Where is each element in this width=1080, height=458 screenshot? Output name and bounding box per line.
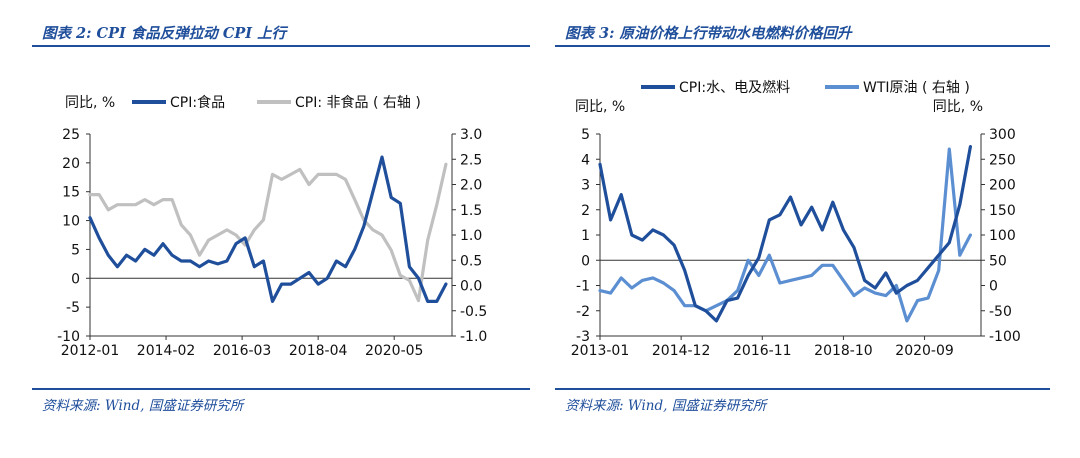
x-tick-label: 2018-04 xyxy=(289,343,348,359)
y-axis-unit-left: 同比, % xyxy=(65,95,115,111)
x-tick-label: 2020-05 xyxy=(365,343,424,359)
y-tick-label-left: 2 xyxy=(581,203,590,219)
y-tick-label-left: 0 xyxy=(581,253,590,269)
utility-oil-chart: -3 -2 -1 0 1 2 3 4 5 -100 -50 0 50 100 150 200 250 300 201… xyxy=(571,79,1021,359)
y-tick-label-left: -2 xyxy=(576,304,590,320)
title-rule xyxy=(32,45,530,47)
series-line-left-axis xyxy=(598,145,972,323)
x-tick-label: 2018-10 xyxy=(814,343,873,359)
y-tick-label-left: 25 xyxy=(62,127,80,143)
x-tick-label: 2014-02 xyxy=(137,343,196,359)
chart-panel-utility-oil: 图表 3: 原油价格上行带动水电燃料价格回升 -3 -2 -1 0 1 2 3 4 5 -100-… xyxy=(555,0,1065,458)
y-tick-label-left: 5 xyxy=(71,242,80,258)
chart-title: 图表 2: CPI 食品反弹拉动 CPI 上行 xyxy=(42,25,287,42)
y-tick-label-right: 3.0 xyxy=(460,127,482,143)
y-tick-label-right: -0.5 xyxy=(460,304,487,320)
y-tick-label-right: -50 xyxy=(989,304,1012,320)
chart-panel-food-cpi: 图表 2: CPI 食品反弹拉动 CPI 上行 -10 -5 0 5 10 15 20 25-… xyxy=(32,0,542,458)
y-tick-label-left: 15 xyxy=(62,185,80,201)
legend-label: CPI: 非食品 ( 右轴 ) xyxy=(295,94,421,111)
y-tick-label-right: 250 xyxy=(989,152,1016,168)
y-tick-label-left: 0 xyxy=(71,271,80,287)
y-tick-label-left: 1 xyxy=(581,228,590,244)
y-tick-label-right: 0 xyxy=(989,279,998,295)
y-tick-label-right: -100 xyxy=(989,329,1021,345)
series-line-right-axis xyxy=(598,147,972,323)
y-axis-unit-right: 同比, % xyxy=(933,99,983,115)
y-tick-label-right: 1.5 xyxy=(460,203,482,219)
legend-label: CPI:食品 xyxy=(170,94,225,111)
y-tick-label-left: 3 xyxy=(581,178,590,194)
title-rule xyxy=(555,45,1050,47)
source-note: 资料来源: Wind, 国盛证券研究所 xyxy=(565,398,767,414)
y-tick-label-right: -1.0 xyxy=(460,329,487,345)
y-tick-label-left: 4 xyxy=(581,152,590,168)
y-tick-label-right: 0.5 xyxy=(460,253,482,269)
y-tick-label-right: 2.5 xyxy=(460,152,482,168)
source-note: 资料来源: Wind, 国盛证券研究所 xyxy=(42,398,244,414)
food-cpi-chart: -10 -5 0 5 10 15 20 25 -1.0 -0.5 0.0 0.5 1.0 1.5 2.0 2.… xyxy=(57,94,487,359)
y-tick-label-left: -5 xyxy=(66,300,80,316)
y-tick-label-left: 20 xyxy=(62,156,80,172)
y-tick-label-right: 150 xyxy=(989,203,1016,219)
y-tick-label-right: 1.0 xyxy=(460,228,482,244)
y-tick-label-left: -10 xyxy=(57,329,80,345)
x-tick-label: 2016-11 xyxy=(733,343,792,359)
source-rule xyxy=(555,388,1050,390)
y-tick-label-right: 200 xyxy=(989,178,1016,194)
y-tick-label-left: -3 xyxy=(576,329,590,345)
x-tick-label: 2012-01 xyxy=(61,343,120,359)
y-tick-label-left: -1 xyxy=(576,279,590,295)
source-rule xyxy=(32,388,530,390)
chart-title: 图表 3: 原油价格上行带动水电燃料价格回升 xyxy=(565,25,852,42)
y-tick-label-right: 50 xyxy=(989,253,1007,269)
series-line-right-axis xyxy=(88,162,448,303)
x-tick-label: 2016-03 xyxy=(213,343,272,359)
series-line-left-axis xyxy=(88,155,448,303)
y-tick-label-right: 2.0 xyxy=(460,178,482,194)
y-tick-label-right: 300 xyxy=(989,127,1016,143)
x-tick-label: 2014-12 xyxy=(652,343,711,359)
legend-label: CPI:水、电及燃料 xyxy=(679,79,790,96)
x-tick-label: 2013-01 xyxy=(571,343,630,359)
y-tick-label-right: 0.0 xyxy=(460,279,482,295)
y-axis-unit-left: 同比, % xyxy=(575,99,625,115)
y-tick-label-left: 10 xyxy=(62,214,80,230)
legend-label: WTI原油 ( 右轴 ) xyxy=(863,80,970,96)
y-tick-label-right: 100 xyxy=(989,228,1016,244)
y-tick-label-left: 5 xyxy=(581,127,590,143)
x-tick-label: 2020-09 xyxy=(895,343,954,359)
